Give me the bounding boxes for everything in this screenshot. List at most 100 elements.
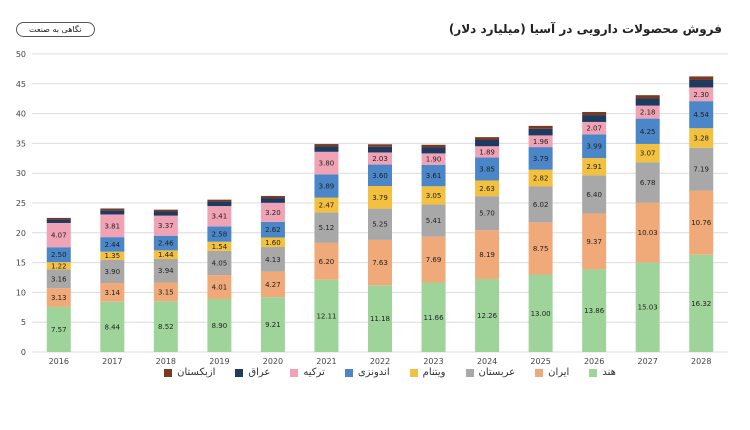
data-label: 3.16 [51,275,67,283]
bar-segment [100,214,125,238]
bar-segment [207,206,232,227]
bar-segment [153,211,178,216]
data-label: 8.90 [212,322,228,330]
data-label: 10.76 [691,219,712,227]
data-label: 1.44 [158,251,174,259]
bar-segment [46,247,71,263]
bar-segment [368,152,392,165]
bar-segment [153,301,178,352]
bar-segment [260,297,285,352]
bar-segment [207,199,232,202]
data-label: 4.05 [212,259,228,267]
data-label: 8.19 [479,251,495,259]
y-tick-label: 25 [16,199,26,208]
data-label: 1.60 [265,239,281,247]
legend-label: ازبکستان [177,367,216,378]
data-label: 11.18 [370,315,390,323]
data-label: 1.90 [426,156,442,164]
data-label: 1.89 [479,148,495,156]
bar-segment [635,98,660,106]
legend-label: عراق [248,367,271,378]
data-label: 2.03 [372,155,388,163]
bar-segment [475,137,500,141]
data-label: 2.62 [265,226,281,234]
bar-segment [421,282,446,352]
bar-segment [100,210,125,215]
bar-segment [528,186,553,223]
bar-segment [46,219,71,223]
bar-segment [100,259,125,283]
bar-segment [689,76,714,80]
bar-segment [689,254,714,352]
x-tick-label: 2024 [477,357,497,366]
bar-segment [475,180,500,197]
x-tick-label: 2020 [263,357,283,366]
data-label: 2.91 [586,163,602,171]
bar-segment [689,79,714,88]
bar-segment [475,146,500,158]
data-label: 9.37 [586,238,602,246]
data-label: 15.03 [638,304,658,312]
bar-segment [421,186,446,205]
bar-segment [100,301,125,352]
legend-label: ایران [548,367,570,378]
y-tick-label: 5 [21,318,26,327]
data-label: 2.46 [158,240,174,248]
y-tick-label: 50 [16,50,26,59]
legend-swatch [465,368,474,377]
bar-segment [314,212,339,243]
bar-segment [260,198,285,203]
data-label: 8.52 [158,323,174,331]
data-label: 3.79 [533,155,549,163]
y-tick-label: 15 [16,259,26,268]
legend-item: ایران [535,367,569,378]
bar-segment [635,105,660,119]
legend-label: اندونزی [357,367,390,378]
data-label: 13.00 [531,310,551,318]
bar-segment [421,164,446,187]
data-label: 4.13 [265,256,281,264]
bar-segment [260,195,285,199]
data-label: 3.05 [426,192,442,200]
legend-item: ازبکستان [164,367,215,378]
bar-segment [260,237,285,248]
data-label: 3.79 [372,194,388,202]
bar-segment [100,251,125,260]
bar-segment [475,140,500,147]
bar-segment [635,143,660,163]
bar-segment [46,262,71,270]
legend-label: هند [602,367,616,378]
bar-segment [100,208,125,211]
data-label: 3.41 [212,213,228,221]
bar-segment [314,279,339,352]
legend-swatch [409,368,418,377]
legend-label: ویتنام [422,367,446,378]
bar-segment [475,230,500,279]
data-label: 3.60 [372,172,388,180]
legend-label: عربستان [478,367,516,378]
y-tick-label: 10 [16,288,26,297]
data-label: 3.94 [158,267,174,275]
data-label: 4.07 [51,232,67,240]
bar-segment [260,247,285,272]
data-label: 12.26 [477,312,498,320]
bar-segment [207,298,232,352]
bar-segment [689,87,714,102]
data-label: 6.20 [319,258,335,266]
bar-segment [260,221,285,238]
data-label: 12.11 [316,312,336,320]
data-label: 5.70 [479,210,495,218]
bar-segment [368,208,392,240]
data-label: 2.44 [105,241,121,249]
bar-segment [528,274,553,352]
data-label: 3.99 [586,143,602,151]
bar-segment [528,222,553,275]
bar-segment [528,128,553,136]
legend-item: ویتنام [409,367,446,378]
bar-segment [207,241,232,251]
bar-segment [475,196,500,231]
bar-segment [528,147,553,170]
bar-segment [528,125,553,129]
x-tick-label: 2025 [530,357,550,366]
data-label: 6.40 [586,191,602,199]
